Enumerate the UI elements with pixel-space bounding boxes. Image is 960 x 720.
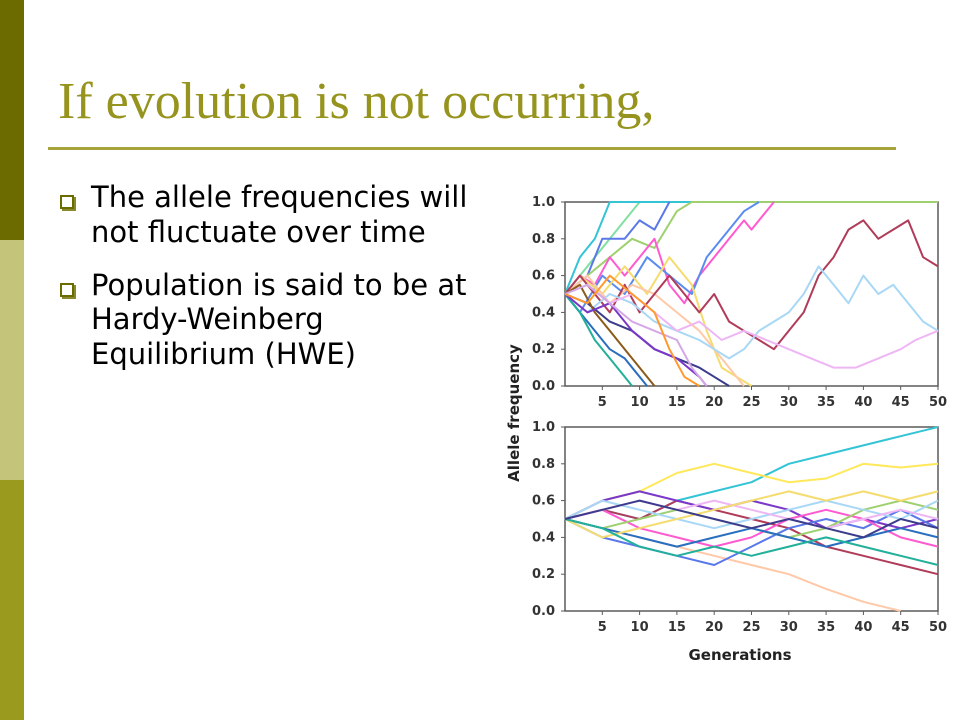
x-tick-label: 50 bbox=[929, 395, 947, 410]
series-line bbox=[564, 283, 656, 387]
x-tick-label: 10 bbox=[631, 620, 649, 635]
y-tick-label: 1.0 bbox=[532, 195, 555, 210]
bullet-text: Population is said to be at Hardy-Weinbe… bbox=[91, 267, 467, 372]
x-tick-label: 30 bbox=[780, 395, 798, 410]
plot-frame bbox=[564, 201, 939, 387]
x-tick-label: 5 bbox=[598, 395, 607, 410]
series-line bbox=[564, 293, 633, 387]
x-tick-label: 45 bbox=[892, 395, 910, 410]
series-line bbox=[564, 490, 939, 539]
square-bullet-icon bbox=[60, 195, 74, 209]
x-tick-label: 35 bbox=[817, 395, 835, 410]
x-tick-label: 15 bbox=[668, 620, 686, 635]
x-tick-label: 30 bbox=[780, 620, 798, 635]
y-tick-label: 0.8 bbox=[532, 232, 555, 247]
decor-bar-middle bbox=[0, 240, 24, 480]
y-axis-label: Allele frequency bbox=[505, 344, 523, 482]
y-tick-label: 0.6 bbox=[532, 494, 555, 509]
bullet-item: The allele frequencies will not fluctuat… bbox=[58, 180, 478, 250]
y-tick-label: 0.4 bbox=[532, 530, 555, 545]
series-line bbox=[564, 499, 939, 539]
slide-title: If evolution is not occurring, bbox=[58, 73, 655, 130]
bullet-item: Population is said to be at Hardy-Weinbe… bbox=[58, 268, 478, 372]
y-tick-label: 0.0 bbox=[532, 379, 555, 394]
x-tick-label: 40 bbox=[854, 395, 872, 410]
series-line bbox=[564, 283, 939, 369]
series-line bbox=[564, 499, 939, 530]
x-tick-label: 25 bbox=[742, 620, 760, 635]
x-tick-label: 20 bbox=[705, 395, 723, 410]
series-line bbox=[564, 283, 708, 387]
x-tick-label: 10 bbox=[631, 395, 649, 410]
x-tick-label: 20 bbox=[705, 620, 723, 635]
series-line bbox=[564, 508, 939, 566]
x-tick-label: 40 bbox=[854, 620, 872, 635]
decor-bar-bottom bbox=[0, 480, 24, 720]
bullet-text: The allele frequencies will not fluctuat… bbox=[91, 180, 468, 249]
series-line bbox=[564, 201, 938, 295]
y-tick-label: 0.4 bbox=[532, 305, 555, 320]
x-tick-label: 25 bbox=[742, 395, 760, 410]
bullet-list: The allele frequencies will not fluctuat… bbox=[58, 180, 478, 390]
y-tick-label: 0.6 bbox=[532, 269, 555, 284]
series-line bbox=[564, 256, 753, 387]
x-tick-label: 45 bbox=[892, 620, 910, 635]
square-bullet-icon bbox=[60, 282, 74, 297]
series-line bbox=[564, 201, 775, 305]
y-tick-label: 0.2 bbox=[532, 567, 555, 582]
series-line bbox=[564, 265, 939, 360]
y-tick-label: 0.8 bbox=[532, 457, 555, 472]
x-tick-label: 5 bbox=[598, 620, 607, 635]
y-tick-label: 1.0 bbox=[532, 420, 555, 435]
x-tick-label: 15 bbox=[668, 395, 686, 410]
y-tick-label: 0.2 bbox=[532, 342, 555, 357]
x-tick-label: 50 bbox=[929, 620, 947, 635]
y-tick-label: 0.0 bbox=[532, 604, 555, 619]
x-tick-label: 35 bbox=[817, 620, 835, 635]
decor-bar-top bbox=[0, 0, 24, 240]
series-line bbox=[564, 518, 939, 566]
series-line bbox=[564, 274, 700, 387]
x-axis-label: Generations bbox=[688, 646, 791, 664]
title-divider bbox=[48, 147, 896, 150]
